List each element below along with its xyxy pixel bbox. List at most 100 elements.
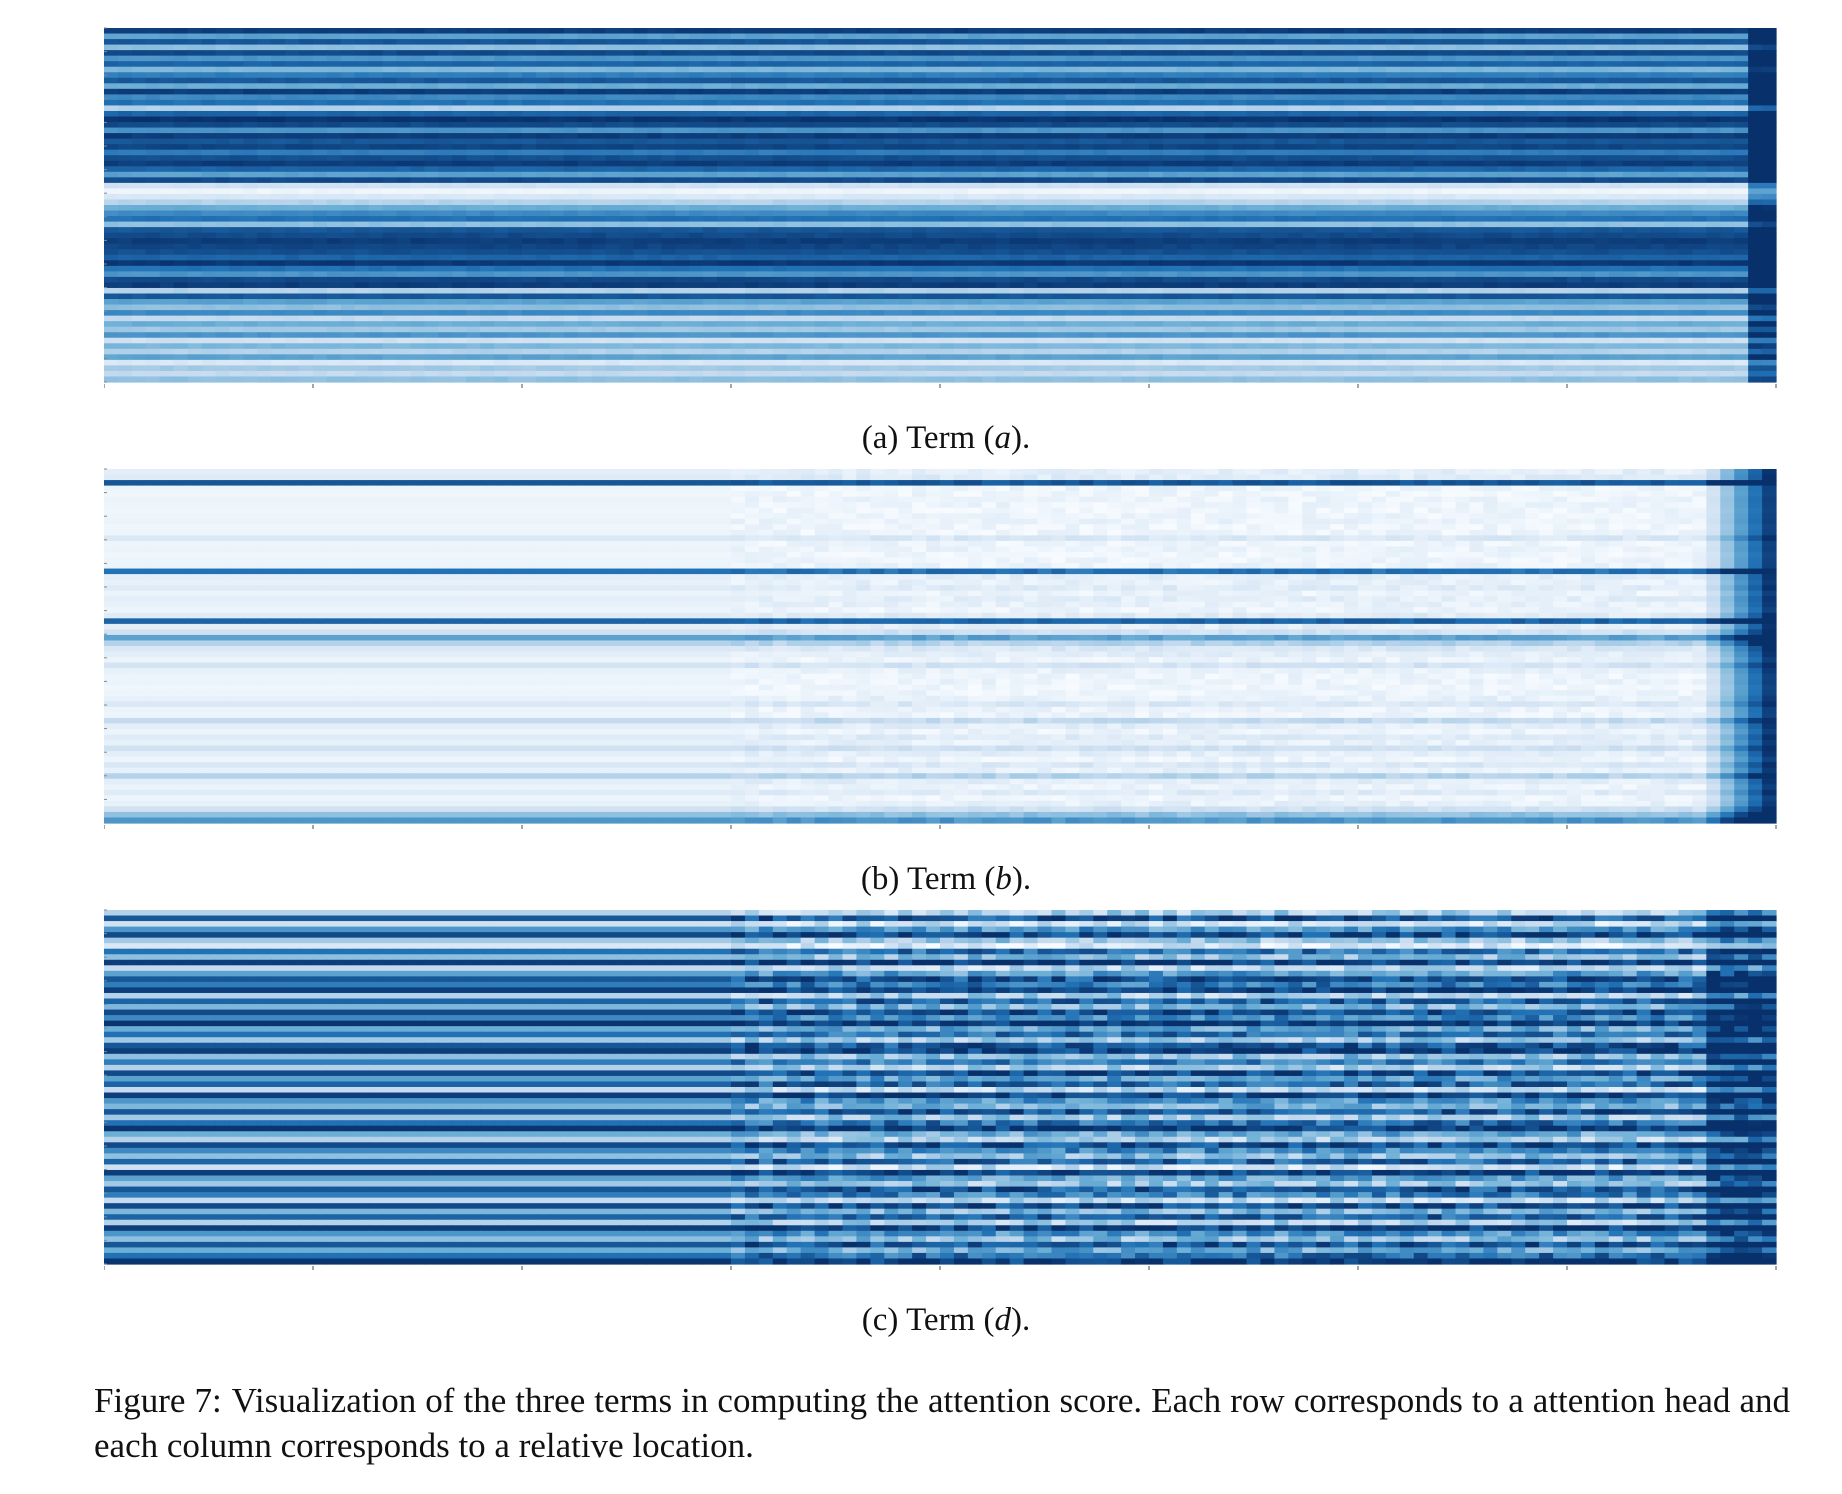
heatmap-cell (243, 44, 258, 51)
heatmap-cell (563, 243, 579, 250)
heatmap-cell (647, 149, 662, 156)
heatmap-cell (1441, 232, 1457, 239)
heatmap-cell (1190, 149, 1206, 156)
heatmap-cell (1622, 182, 1638, 190)
heatmap-cell (828, 149, 844, 156)
heatmap-cell (522, 116, 537, 123)
heatmap-cell (786, 50, 802, 57)
heatmap-cell (271, 133, 286, 140)
heatmap-cell (605, 28, 621, 35)
heatmap-cell (452, 88, 467, 95)
heatmap-cell (480, 33, 495, 40)
heatmap-cell (884, 61, 899, 68)
heatmap-cell (410, 182, 426, 190)
heatmap-cell (731, 44, 746, 51)
heatmap-cell (1622, 105, 1638, 112)
heatmap-cell (758, 144, 774, 151)
heatmap-cell (1079, 188, 1094, 195)
heatmap-cell (1107, 155, 1122, 162)
heatmap-cell (675, 110, 690, 118)
heatmap-cell (382, 50, 398, 57)
heatmap-cell (424, 171, 439, 178)
heatmap-cell (340, 66, 356, 73)
heatmap-cell (1358, 232, 1373, 239)
heatmap-cell (661, 254, 676, 261)
heatmap-cell (131, 221, 147, 228)
heatmap-cell (605, 72, 621, 79)
heatmap-cell (173, 216, 189, 223)
heatmap-cell (1176, 50, 1192, 57)
heatmap-cell (800, 254, 816, 261)
heatmap-cell (1762, 232, 1777, 239)
heatmap-cell (800, 50, 816, 57)
heatmap-cell (1246, 182, 1262, 190)
heatmap-cell (800, 105, 816, 112)
heatmap-cell (828, 227, 844, 234)
heatmap-cell (1316, 44, 1331, 51)
heatmap-cell (1441, 188, 1457, 195)
heatmap-cell (1511, 44, 1526, 51)
heatmap-cell (229, 66, 244, 73)
heatmap-cell (438, 88, 453, 95)
heatmap-cell (382, 72, 398, 79)
heatmap-cell (1204, 182, 1220, 190)
heatmap-cell (396, 138, 412, 145)
heatmap-cell (480, 199, 495, 206)
heatmap-cell (1413, 171, 1429, 178)
heatmap-cell (1371, 88, 1387, 95)
heatmap-cell (1274, 99, 1289, 107)
heatmap-cell (1413, 66, 1429, 73)
heatmap-cell (1009, 149, 1025, 156)
heatmap-cell (675, 149, 690, 156)
heatmap-cell (1107, 177, 1122, 184)
heatmap-cell (438, 83, 453, 90)
heatmap-cell (1525, 133, 1540, 140)
heatmap-cell (382, 122, 398, 129)
heatmap-cell (1608, 28, 1624, 35)
heatmap-cell (1065, 182, 1080, 190)
heatmap-cell (1218, 33, 1234, 40)
heatmap-cell (828, 72, 844, 79)
heatmap-cell (1413, 188, 1429, 195)
heatmap-cell (396, 199, 412, 206)
heatmap-cell (1567, 127, 1582, 134)
heatmap-cell (772, 238, 788, 245)
heatmap-cell (382, 144, 398, 151)
heatmap-cell (1135, 83, 1150, 90)
heatmap-cell (243, 216, 258, 223)
heatmap-cell (1093, 33, 1108, 40)
heatmap-cell (703, 210, 718, 217)
heatmap-cell (842, 28, 857, 35)
heatmap-cell (1441, 216, 1457, 223)
heatmap-cell (1636, 116, 1652, 123)
heatmap-cell (1288, 28, 1303, 35)
heatmap-cell (717, 66, 732, 73)
heatmap-cell (354, 182, 370, 190)
heatmap-cell (940, 249, 955, 256)
heatmap-cell (1413, 61, 1429, 68)
heatmap-cell (1344, 155, 1359, 162)
heatmap-cell (1636, 227, 1652, 234)
heatmap-cell (410, 160, 426, 167)
heatmap-cell (173, 83, 189, 90)
heatmap-cell (215, 171, 230, 178)
heatmap-cell (1678, 55, 1693, 62)
heatmap-cell (1274, 155, 1289, 162)
heatmap-cell (382, 33, 398, 40)
heatmap-cell (340, 171, 356, 178)
heatmap-cell (549, 227, 565, 234)
heatmap-cell (1664, 94, 1680, 101)
heatmap-cell (494, 138, 509, 145)
heatmap-cell (675, 232, 690, 239)
heatmap-cell (1539, 149, 1554, 156)
heatmap-cell (842, 221, 857, 228)
heatmap-cell (187, 227, 203, 234)
heatmap-cell (1399, 133, 1415, 140)
heatmap-cell (953, 232, 969, 239)
heatmap-cell (243, 72, 258, 79)
heatmap-cell (912, 94, 927, 101)
heatmap-cell (452, 55, 467, 62)
heatmap-cell (1023, 99, 1039, 107)
heatmap-cell (1567, 138, 1582, 145)
heatmap-cell (243, 116, 258, 123)
